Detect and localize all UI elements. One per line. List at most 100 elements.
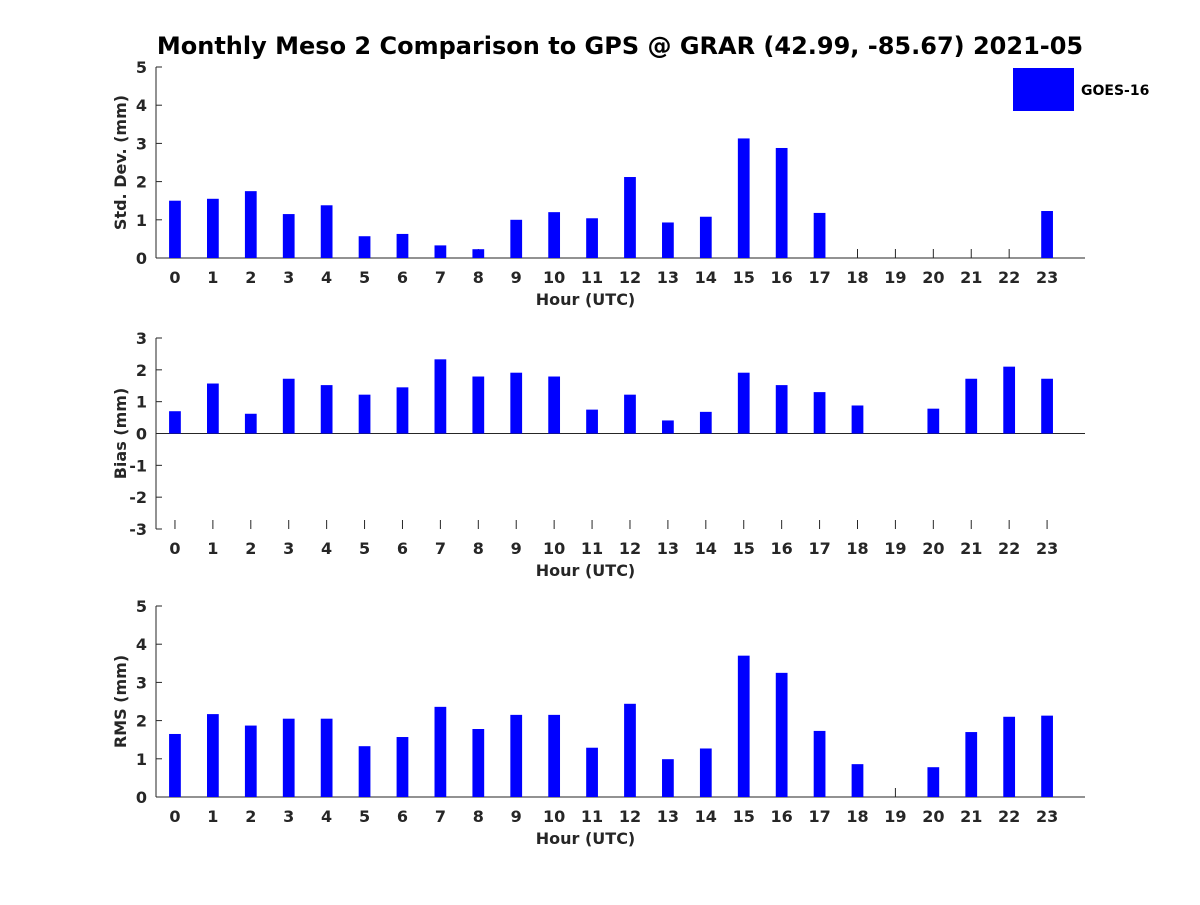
rms-y-tick-label: 1 (136, 750, 147, 769)
std-dev-x-tick-label: 9 (511, 268, 522, 287)
rms-x-tick-label: 0 (169, 807, 180, 826)
std-dev-bar-hour-15 (737, 138, 750, 258)
rms-bar-hour-15 (737, 655, 750, 797)
std-dev-bar-hour-23 (1041, 211, 1053, 258)
bias-x-tick-label: 14 (695, 539, 717, 558)
std-dev-bar-hour-5 (358, 236, 371, 258)
rms-bar-hour-22 (1003, 716, 1016, 797)
rms-y-tick-label: 2 (136, 712, 147, 731)
std-dev-bar-hour-3 (282, 214, 295, 258)
rms-x-tick-label: 6 (397, 807, 408, 826)
bias-bar-hour-13 (662, 420, 674, 434)
std-dev-x-tick-label: 21 (960, 268, 982, 287)
bias-y-tick-label: -3 (129, 520, 147, 539)
rms-bar-hour-18 (851, 764, 864, 797)
rms-x-axis-label: Hour (UTC) (536, 829, 636, 848)
rms-bar-hour-17 (813, 730, 826, 797)
std-dev-x-tick-label: 4 (321, 268, 332, 287)
rms-bar-hour-23 (1041, 715, 1053, 797)
bias-bar-hour-9 (510, 372, 523, 434)
std-dev-x-tick-label: 22 (998, 268, 1020, 287)
bias-bar-hour-18 (851, 405, 864, 434)
rms-x-tick-label: 3 (283, 807, 294, 826)
bias-y-tick-label: -2 (129, 488, 147, 507)
bias-y-tick-label: 3 (136, 329, 147, 348)
bias-bar-hour-20 (927, 408, 940, 434)
rms-y-tick-label: 4 (136, 635, 147, 654)
std-dev-x-tick-label: 17 (808, 268, 830, 287)
std-dev-y-axis-label: Std. Dev. (mm) (111, 95, 130, 230)
rms-x-tick-label: 21 (960, 807, 982, 826)
std-dev-bar-hour-16 (775, 147, 788, 258)
bias-x-tick-label: 3 (283, 539, 294, 558)
rms-bar-hour-4 (320, 718, 333, 797)
bias-bar-hour-4 (320, 385, 333, 434)
std-dev-x-tick-label: 3 (283, 268, 294, 287)
legend-swatch-goes-16 (1013, 68, 1074, 111)
std-dev-x-tick-label: 11 (581, 268, 603, 287)
rms-bar-hour-14 (699, 748, 712, 797)
std-dev-x-tick-label: 15 (733, 268, 755, 287)
rms-x-tick-label: 9 (511, 807, 522, 826)
rms-x-tick-label: 7 (435, 807, 446, 826)
bias-bar-hour-6 (396, 387, 409, 434)
legend-label-goes-16: GOES-16 (1081, 83, 1149, 99)
rms-y-axis-label: RMS (mm) (111, 655, 130, 748)
rms-x-tick-label: 14 (695, 807, 717, 826)
std-dev-x-tick-label: 19 (884, 268, 906, 287)
bias-y-tick-label: 0 (136, 425, 147, 444)
bias-bar-hour-2 (244, 413, 257, 434)
rms-x-tick-label: 8 (473, 807, 484, 826)
std-dev-bar-hour-2 (244, 191, 257, 258)
bias-x-tick-label: 8 (473, 539, 484, 558)
rms-bar-hour-21 (965, 732, 978, 797)
std-dev-x-tick-label: 8 (473, 268, 484, 287)
bias-bar-hour-3 (282, 378, 295, 434)
bias-bar-hour-17 (813, 392, 826, 434)
bias-bar-hour-11 (586, 409, 598, 434)
rms-bar-hour-12 (624, 703, 636, 797)
bias-y-tick-label: -1 (129, 456, 147, 475)
rms-y-tick-label: 3 (136, 673, 147, 692)
std-dev-x-tick-label: 14 (695, 268, 717, 287)
bias-bar-hour-5 (358, 394, 371, 434)
rms-x-tick-label: 18 (846, 807, 868, 826)
rms-bar-hour-7 (434, 706, 447, 797)
std-dev-x-tick-label: 0 (169, 268, 180, 287)
rms-y-tick-label: 5 (136, 597, 147, 616)
std-dev-bar-hour-14 (699, 216, 712, 258)
bias-bar-hour-7 (434, 359, 447, 434)
bias-x-tick-label: 4 (321, 539, 332, 558)
rms-bar-hour-8 (472, 729, 485, 797)
bias-x-tick-label: 2 (245, 539, 256, 558)
std-dev-y-tick-label: 2 (136, 173, 147, 192)
bias-bar-hour-16 (775, 385, 788, 434)
std-dev-x-tick-label: 7 (435, 268, 446, 287)
std-dev-x-axis-label: Hour (UTC) (536, 290, 636, 309)
chart-title: Monthly Meso 2 Comparison to GPS @ GRAR … (157, 32, 1083, 60)
bias-bar-hour-1 (207, 383, 219, 434)
rms-x-tick-label: 2 (245, 807, 256, 826)
bias-bar-hour-15 (737, 372, 750, 434)
bias-bar-hour-21 (965, 378, 978, 434)
rms-x-tick-label: 4 (321, 807, 332, 826)
rms-bar-hour-13 (662, 759, 674, 797)
bias-x-tick-label: 19 (884, 539, 906, 558)
rms-bar-hour-3 (282, 718, 295, 797)
std-dev-x-tick-label: 23 (1036, 268, 1058, 287)
bias-x-tick-label: 0 (169, 539, 180, 558)
std-dev-bar-hour-9 (510, 219, 523, 258)
rms-x-tick-label: 11 (581, 807, 603, 826)
bias-bar-hour-8 (472, 376, 485, 434)
std-dev-bar-hour-1 (207, 198, 219, 258)
legend: GOES-16 (1013, 68, 1149, 111)
std-dev-bar-hour-4 (320, 205, 333, 258)
rms-x-tick-label: 20 (922, 807, 944, 826)
bias-bar-hour-12 (624, 394, 636, 434)
std-dev-x-tick-label: 20 (922, 268, 944, 287)
rms-x-tick-label: 16 (771, 807, 793, 826)
